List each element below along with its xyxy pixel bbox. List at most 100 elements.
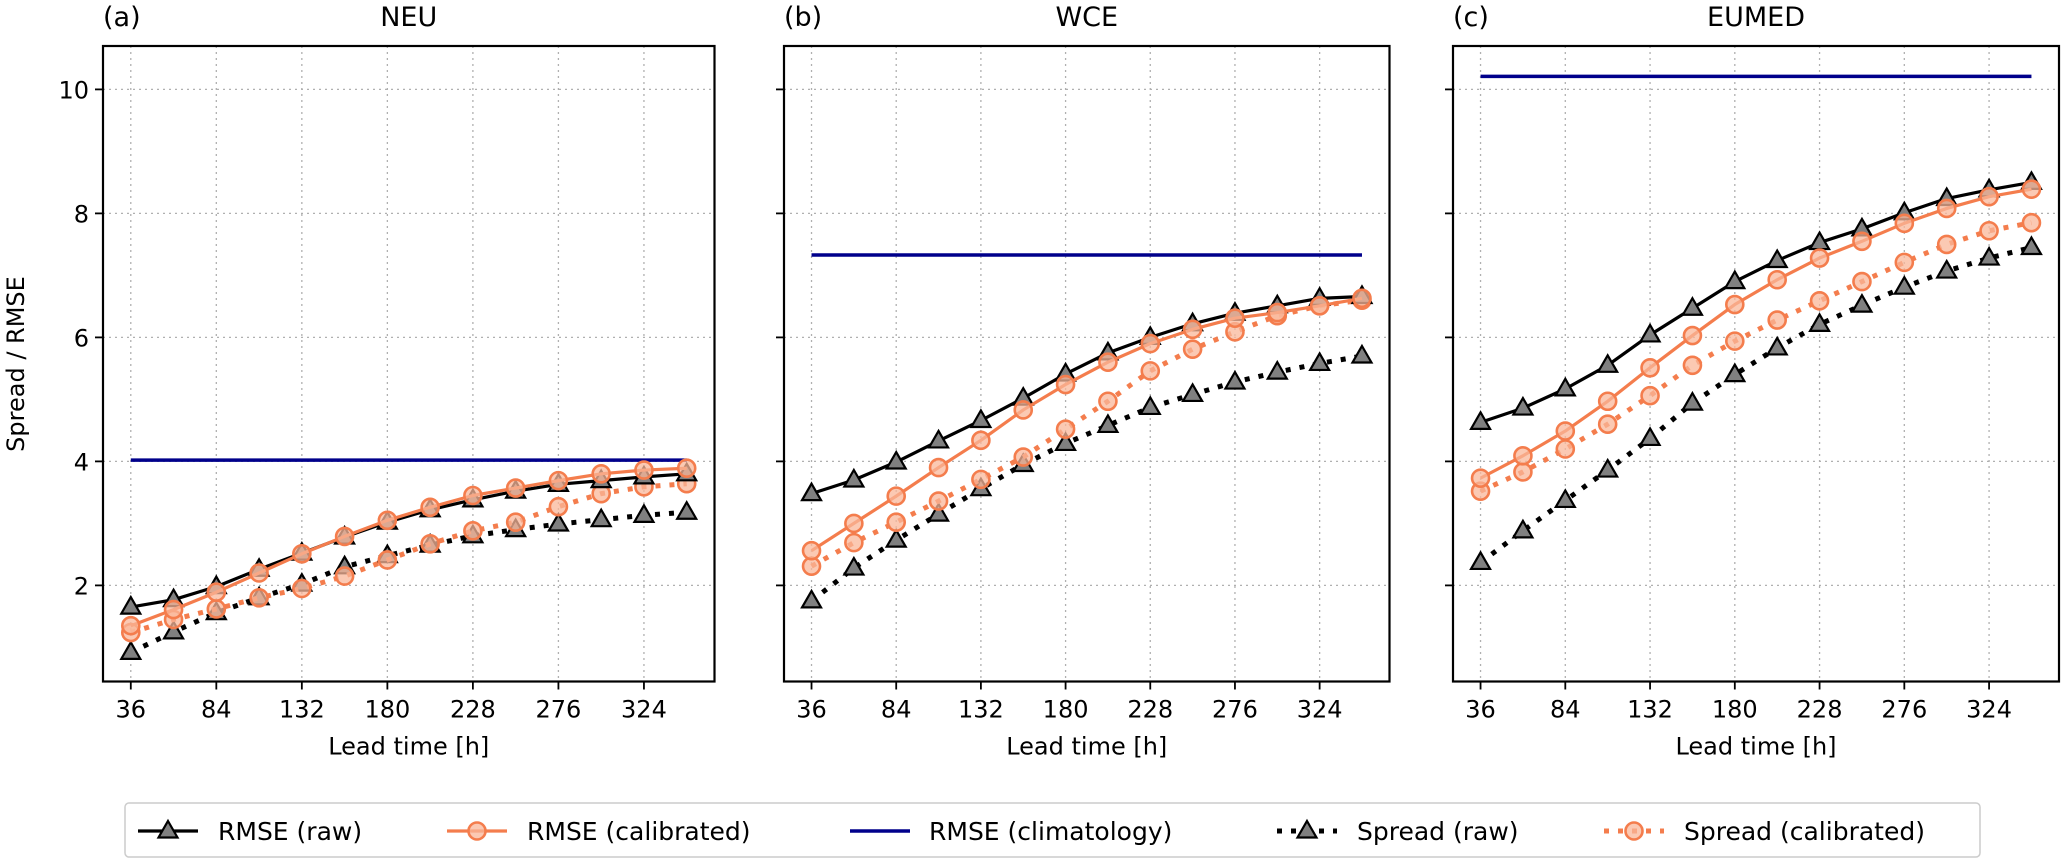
data-point bbox=[1809, 291, 1830, 311]
data-point bbox=[1767, 269, 1787, 290]
panel-title: WCE bbox=[1055, 2, 1118, 33]
panel-label: (b) bbox=[784, 2, 822, 33]
data-point bbox=[884, 449, 908, 470]
panel-label: (a) bbox=[103, 2, 141, 33]
x-tick-label: 180 bbox=[1043, 696, 1089, 724]
data-point bbox=[842, 555, 866, 576]
data-point bbox=[1098, 352, 1118, 373]
x-tick-label: 276 bbox=[536, 696, 582, 724]
data-point bbox=[1723, 362, 1747, 383]
data-point bbox=[334, 526, 355, 547]
data-point bbox=[1511, 518, 1535, 539]
y-tick-label: 2 bbox=[74, 572, 89, 600]
series-line bbox=[809, 353, 1363, 603]
data-point bbox=[1852, 271, 1872, 292]
data-point bbox=[162, 619, 185, 640]
data-point bbox=[1350, 343, 1374, 364]
data-point bbox=[1979, 186, 1999, 207]
data-point bbox=[1054, 431, 1077, 452]
x-axis-label: Lead time [h] bbox=[328, 733, 489, 761]
series-rmse-cal bbox=[120, 458, 697, 636]
data-point bbox=[884, 527, 908, 548]
data-point bbox=[1055, 374, 1076, 395]
x-tick-label: 36 bbox=[796, 696, 827, 724]
data-point bbox=[1555, 439, 1576, 459]
data-point bbox=[1892, 274, 1916, 295]
series-line bbox=[1479, 245, 2033, 565]
y-tick-label: 10 bbox=[58, 76, 89, 104]
legend-label-rmse-climatology: RMSE (climatology) bbox=[929, 817, 1172, 846]
x-tick-label: 84 bbox=[201, 696, 232, 724]
data-point bbox=[420, 497, 440, 518]
data-point bbox=[1850, 292, 1874, 313]
data-point bbox=[842, 467, 866, 488]
data-point bbox=[1055, 419, 1076, 439]
data-point bbox=[1725, 331, 1745, 351]
legend-frame bbox=[124, 802, 1981, 858]
data-point bbox=[1555, 421, 1576, 441]
x-axis-label: Lead time [h] bbox=[1006, 733, 1167, 761]
x-tick-label: 324 bbox=[1297, 696, 1343, 724]
data-point bbox=[1597, 391, 1618, 412]
data-point bbox=[463, 485, 483, 506]
legend-label-rmse-raw: RMSE (raw) bbox=[218, 817, 362, 846]
data-point bbox=[1640, 385, 1660, 406]
panel-eumed: 36 84 132 180 228 276 324 (c) EUMED Lead time [h] bbox=[1445, 2, 2061, 761]
data-point bbox=[1265, 359, 1289, 380]
data-point bbox=[463, 521, 483, 541]
data-point bbox=[927, 501, 950, 522]
data-point bbox=[1470, 468, 1491, 488]
data-point bbox=[547, 511, 570, 532]
x-tick-label: 36 bbox=[1465, 696, 1496, 724]
data-point bbox=[505, 512, 526, 532]
data-point bbox=[800, 588, 823, 609]
data-point bbox=[634, 460, 654, 480]
panel-neu: 36 84 132 180 228 276 324 2 4 6 8 10 (a) NEU Lead time… bbox=[58, 2, 716, 761]
data-point bbox=[1640, 357, 1660, 378]
data-point bbox=[1808, 312, 1831, 332]
data-point bbox=[1469, 550, 1492, 571]
x-tick-label: 324 bbox=[621, 696, 667, 724]
x-tick-label: 228 bbox=[1127, 696, 1173, 724]
data-point bbox=[1765, 248, 1789, 269]
data-point bbox=[1765, 335, 1789, 356]
legend-handle-spread-cal bbox=[1604, 821, 1664, 841]
data-point bbox=[1767, 310, 1787, 330]
panels: 36 84 132 180 228 276 324 2 4 6 8 10 (a) NEU Lead time… bbox=[58, 2, 2061, 761]
data-point bbox=[2021, 179, 2042, 200]
data-point bbox=[844, 532, 864, 553]
data-point bbox=[377, 510, 398, 531]
data-point bbox=[420, 534, 440, 554]
data-point bbox=[1936, 234, 1957, 255]
data-point bbox=[591, 463, 611, 484]
legend-handle-spread-raw bbox=[1277, 818, 1337, 839]
data-point bbox=[971, 430, 991, 451]
x-tick-label: 228 bbox=[1797, 696, 1843, 724]
data-point bbox=[1182, 319, 1203, 340]
series-spread-raw bbox=[119, 500, 699, 660]
y-tick-label: 6 bbox=[74, 324, 89, 352]
data-point bbox=[1181, 382, 1205, 403]
data-point bbox=[548, 470, 569, 491]
data-point bbox=[1723, 269, 1747, 290]
data-point bbox=[1013, 400, 1034, 420]
data-point bbox=[1309, 295, 1330, 316]
data-point bbox=[928, 457, 949, 478]
legend-label-rmse-calibrated: RMSE (calibrated) bbox=[527, 817, 751, 846]
panel-wce: 36 84 132 180 228 276 324 (b) WCE Lead time [h] bbox=[776, 2, 1391, 761]
legend: RMSE (raw) RMSE (calibrated) RMSE (clima… bbox=[124, 802, 1981, 858]
data-point bbox=[292, 543, 312, 564]
data-point bbox=[632, 503, 656, 523]
data-point bbox=[1977, 245, 2001, 266]
data-point bbox=[1936, 198, 1957, 219]
x-tick-label: 276 bbox=[1212, 696, 1258, 724]
data-point bbox=[119, 594, 143, 615]
series-spread-raw bbox=[800, 343, 1374, 609]
x-tick-label: 36 bbox=[116, 696, 147, 724]
data-point bbox=[1894, 252, 1915, 273]
data-point bbox=[1308, 351, 1332, 372]
legend-handle-rmse-raw bbox=[138, 818, 198, 839]
data-point bbox=[2020, 235, 2043, 256]
data-point bbox=[927, 428, 950, 449]
